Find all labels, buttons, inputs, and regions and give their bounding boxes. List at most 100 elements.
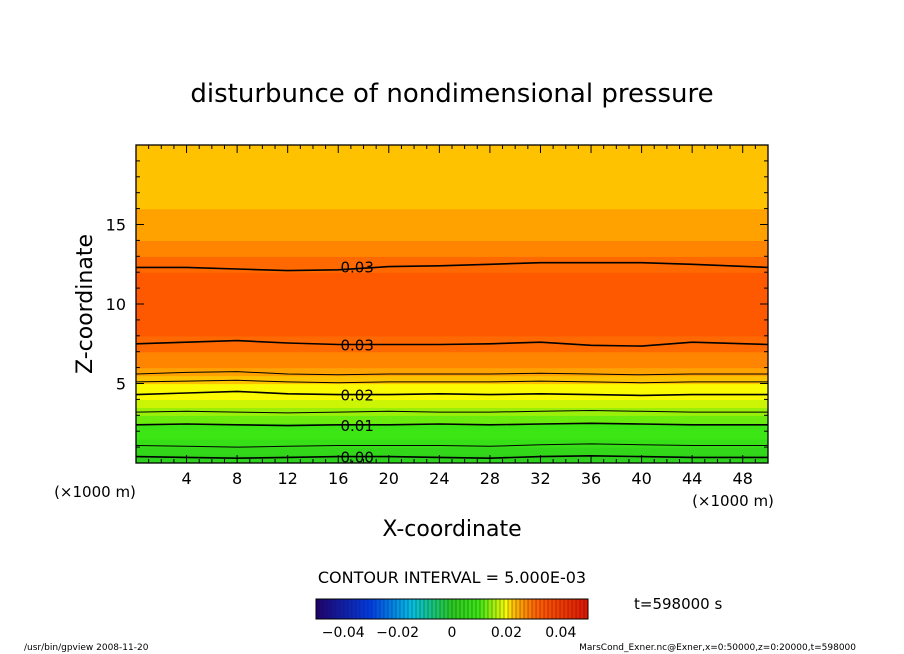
x-tick-label: 8 [232,469,242,488]
contour-label: 0.02 [340,387,373,405]
colorbar-tick-label: 0 [448,625,457,641]
x-tick-label: 48 [733,469,753,488]
shading-band [136,288,768,305]
colorbar-swatch [504,599,509,619]
y-axis-title: Z-coordinate [73,234,98,374]
x-tick-label: 12 [278,469,298,488]
colorbar-swatch [396,599,401,619]
colorbar-swatch [388,599,393,619]
colorbar-swatch [336,599,341,619]
shading-band [136,192,768,210]
colorbar-swatch [380,599,385,619]
colorbar-swatch [532,599,537,619]
colorbar-swatch [496,599,501,619]
colorbar-swatch [572,599,577,619]
y-tick-label: 15 [106,216,126,235]
colorbar-swatch [412,599,417,619]
footer-left: /usr/bin/gpview 2008-11-20 [24,643,149,653]
shading-band [136,367,768,377]
contour-line [136,443,768,448]
colorbar-swatch [352,599,357,619]
colorbar-swatch [408,599,413,619]
x-tick-label: 32 [530,469,550,488]
colorbar-swatch [356,599,361,619]
time-label: t=598000 s [634,595,722,613]
shading-band [136,256,768,265]
colorbar-swatch [364,599,369,619]
colorbar-swatch [560,599,565,619]
colorbar-swatch [344,599,349,619]
shading-band [136,391,768,400]
colorbar-swatch [556,599,561,619]
shading-band [136,160,768,178]
x-tick-label: 20 [379,469,399,488]
shading-band [136,375,768,385]
colorbar-swatch [584,599,589,619]
x-tick-label: 24 [429,469,449,488]
shading-band [136,423,768,432]
colorbar-swatch [568,599,573,619]
shading-band [136,439,768,448]
shading-band [136,240,768,257]
contour-line [136,409,768,414]
colorbar-swatch [428,599,433,619]
colorbar-swatch [424,599,429,619]
x-axis-title: X-coordinate [382,517,521,542]
shading-band [136,304,768,321]
x-unit-label-left: (×1000 m) [54,483,136,501]
x-tick-label: 36 [581,469,601,488]
contour-line [136,371,768,376]
colorbar-swatch [536,599,541,619]
colorbar-swatch [500,599,505,619]
colorbar-swatch [328,599,333,619]
shading-band [136,359,768,369]
colorbar-swatch [448,599,453,619]
y-axis-ticks: 5 10 15 [106,160,768,448]
colorbar-tick-label: −0.04 [322,625,365,641]
colorbar-swatch [444,599,449,619]
colorbar-swatch [376,599,381,619]
colorbar-swatch [472,599,477,619]
colorbar-swatch [564,599,569,619]
x-tick-label: 16 [328,469,348,488]
colorbar-swatch [372,599,377,619]
colorbar-swatch [552,599,557,619]
colorbar-swatch [460,599,465,619]
colorbar-swatch [464,599,469,619]
colorbar-swatch [524,599,529,619]
colorbar-tick-label: −0.02 [376,625,419,641]
shading-band [136,335,768,345]
colorbar-swatch [580,599,585,619]
shading-band [136,351,768,361]
colorbar-swatch [520,599,525,619]
colorbar-swatch [544,599,549,619]
shading-band [136,145,768,162]
colorbar-swatch [348,599,353,619]
contour-line [136,390,768,397]
colorbar-swatch [452,599,457,619]
colorbar-swatch [400,599,405,619]
contour-line [136,379,768,384]
x-axis-ticks: 4 8 12 16 20 24 28 32 36 40 44 48 [148,145,756,488]
colorbar-tick-label: 0.02 [491,625,522,641]
colorbar-swatch [540,599,545,619]
colorbar-swatch [368,599,373,619]
shading-band [136,176,768,194]
colorbar-swatch [476,599,481,619]
contour-label: 0.03 [340,259,373,277]
y-tick-label: 10 [106,295,126,314]
colorbar-swatch [480,599,485,619]
colorbar-swatch [420,599,425,619]
shading-band [136,319,768,337]
colorbar-swatch [440,599,445,619]
shading-band [136,399,768,408]
colorbar-swatch [548,599,553,619]
shading-band [136,415,768,424]
colorbar-swatch [360,599,365,619]
colorbar-swatch [324,599,329,619]
colorbar-swatch [416,599,421,619]
shading-band [136,383,768,393]
colorbar [315,599,589,619]
colorbar-swatch [488,599,493,619]
